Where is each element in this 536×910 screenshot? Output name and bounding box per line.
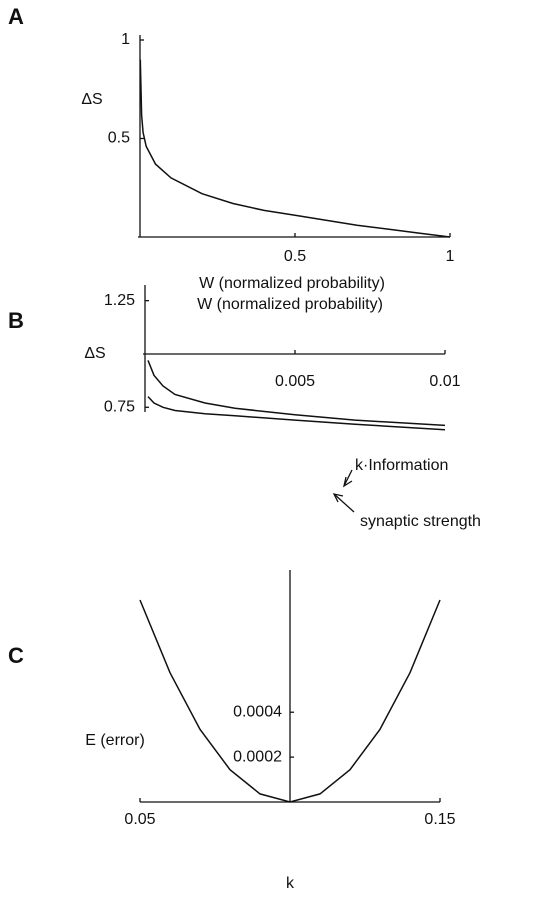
x-tick-label: 0.15 — [424, 811, 455, 828]
x-tick-label: 0.01 — [429, 373, 460, 390]
y-tick-label: 1 — [121, 31, 130, 48]
x-tick-label: 0.005 — [275, 373, 315, 390]
y-tick-label: 1.25 — [104, 292, 135, 309]
arrow — [343, 469, 353, 487]
y-tick-label: 0.5 — [108, 130, 130, 147]
x-axis-label: k — [286, 875, 295, 892]
y-axis-label: ΔS — [81, 91, 102, 108]
x-axis-label: W (normalized probability) — [197, 296, 383, 313]
panel-letter: A — [8, 4, 24, 29]
y-axis-label: ΔS — [84, 345, 105, 362]
y-tick-label: 0.75 — [104, 398, 135, 415]
x-tick-label: 0.5 — [284, 248, 306, 265]
y-tick-label: 0.0004 — [233, 703, 282, 720]
y-tick-label: 0.0002 — [233, 748, 282, 765]
curve — [139, 59, 451, 238]
x-tick-label: 0.05 — [124, 811, 155, 828]
series-label: k·Information — [355, 457, 448, 474]
y-axis-label: E (error) — [85, 732, 145, 749]
x-tick-label: 1 — [446, 248, 455, 265]
curve — [139, 599, 441, 803]
x-axis-label: W (normalized probability) — [199, 275, 385, 292]
curve — [147, 396, 446, 431]
curve — [147, 360, 446, 427]
arrowhead — [332, 493, 344, 503]
arrowhead — [343, 476, 353, 488]
panel-letter: B — [8, 308, 24, 333]
arrow — [333, 493, 355, 513]
panel-letter: C — [8, 643, 24, 668]
series-label: synaptic strength — [360, 513, 481, 530]
